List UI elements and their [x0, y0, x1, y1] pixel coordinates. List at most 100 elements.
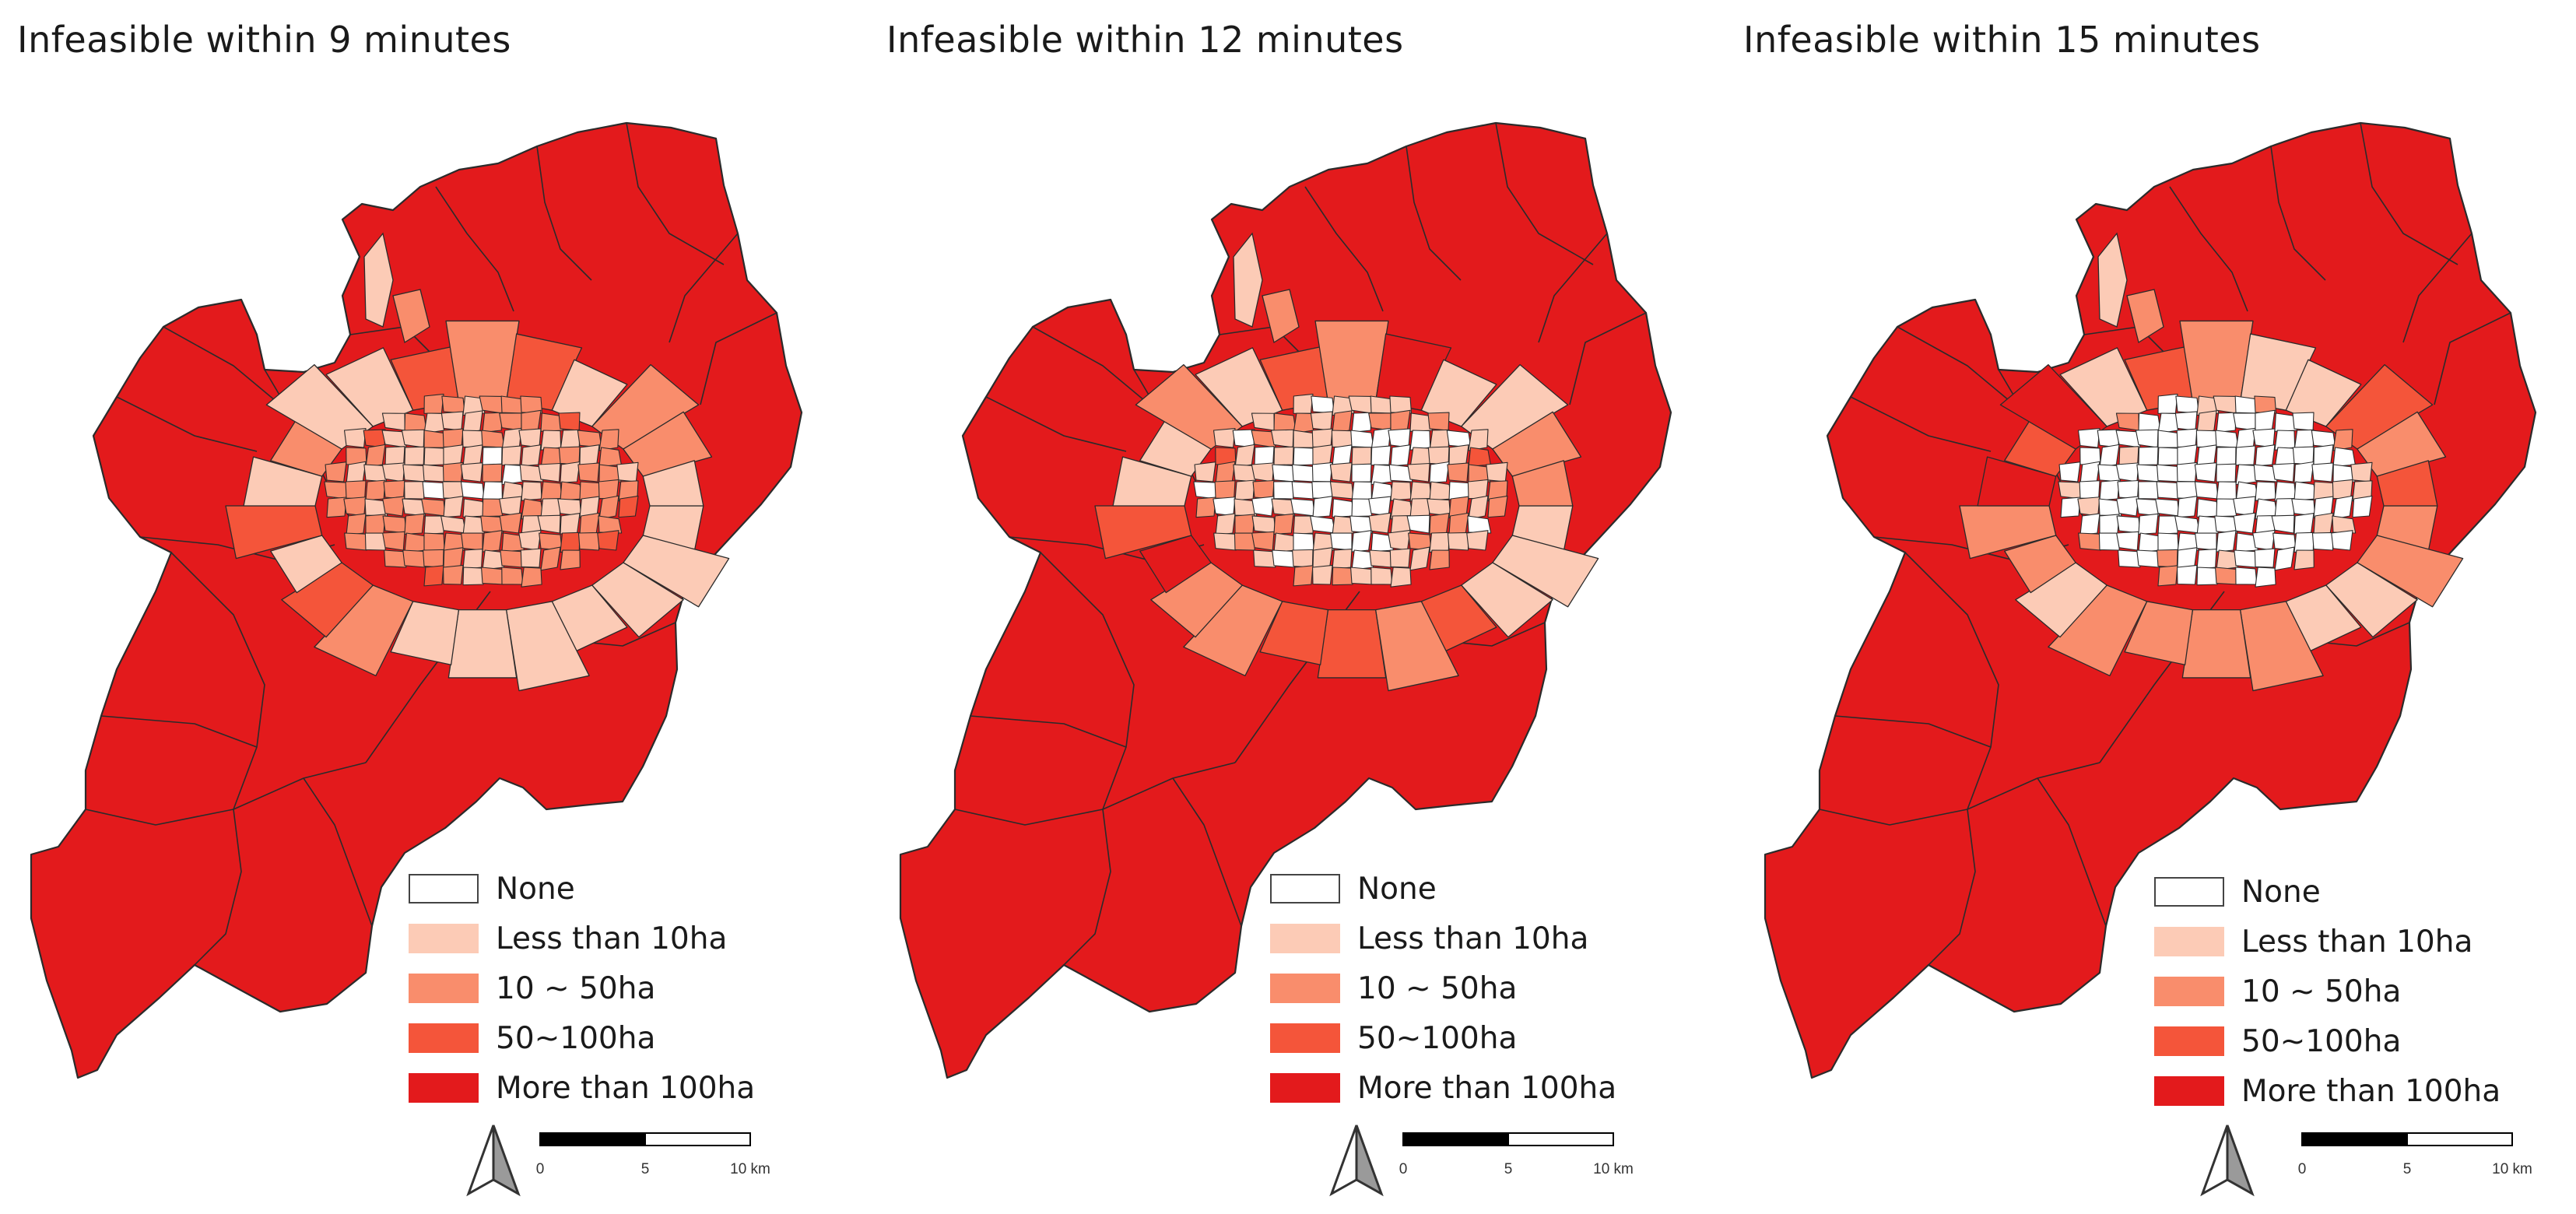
district-none — [2079, 480, 2100, 500]
scale-bar: 0 5 10 km — [1399, 1132, 1634, 1177]
district-ten_to_50 — [345, 480, 367, 500]
district-boundary — [116, 396, 258, 452]
district-none — [1293, 447, 1314, 466]
district-less_than_10 — [1466, 530, 1489, 551]
district-none — [2272, 462, 2295, 482]
district-fifty_to_100 — [1317, 609, 1387, 679]
district-ten_to_50 — [346, 513, 367, 536]
district-none — [2156, 481, 2180, 500]
district-less_than_10 — [521, 481, 542, 501]
district-ten_to_50 — [382, 496, 405, 517]
district-ten_to_50 — [1332, 567, 1353, 586]
district-none — [2177, 564, 2198, 585]
district-less_than_10 — [381, 462, 405, 482]
district-ten_to_50 — [521, 409, 542, 431]
region-outline — [899, 121, 1672, 1079]
north-arrow-icon — [2200, 1125, 2255, 1197]
district-ten_to_50 — [598, 479, 619, 500]
district-none — [1272, 549, 1296, 568]
legend-label: 10 ~ 50ha — [496, 970, 656, 1006]
district-none — [2157, 447, 2179, 466]
district-ten_to_50 — [482, 498, 503, 518]
district-none — [2077, 428, 2100, 448]
district-less_than_10 — [364, 532, 386, 551]
map-panel-12min: Infeasible within 12 minutes None Less t… — [869, 0, 1728, 1214]
district-less_than_10 — [440, 515, 467, 534]
district-less_than_10 — [381, 412, 405, 431]
district-none — [482, 481, 503, 502]
district-none — [460, 481, 485, 500]
district-none — [2293, 481, 2318, 501]
district-boundary — [194, 809, 242, 966]
district-ten_to_50 — [1234, 514, 1255, 534]
district-ten_to_50 — [441, 395, 465, 414]
district-ten_to_50 — [482, 463, 503, 482]
district-ten_to_50 — [2215, 567, 2239, 585]
district-less_than_10 — [2332, 479, 2353, 500]
district-less_than_10 — [1251, 412, 1275, 431]
district-less_than_10 — [1492, 535, 1599, 608]
district-ten_to_50 — [1195, 496, 1216, 518]
legend-swatch — [1270, 1073, 1340, 1103]
district-less_than_10 — [518, 428, 542, 448]
district-ten_to_50 — [382, 515, 407, 534]
district-boundary — [1172, 777, 1242, 927]
district-none — [1312, 496, 1333, 518]
district-none — [2058, 461, 2081, 482]
district-none — [1406, 514, 1430, 534]
district-ten_to_50 — [1252, 479, 1275, 500]
legend-label: None — [2241, 874, 2321, 910]
district-less_than_10 — [501, 445, 522, 466]
district-less_than_10 — [1293, 393, 1314, 414]
district-ten_to_50 — [1183, 584, 1283, 676]
district-boundary — [2360, 122, 2458, 265]
district-none — [1293, 532, 1314, 551]
district-less_than_10 — [404, 446, 425, 466]
map-legend: None Less than 10ha 10 ~ 50ha 50~100ha M… — [2154, 867, 2501, 1116]
district-boundary — [435, 186, 514, 312]
district-none — [1390, 444, 1411, 467]
legend-swatch — [2154, 1026, 2224, 1056]
legend-label: 10 ~ 50ha — [1357, 970, 1518, 1006]
district-none — [2156, 464, 2180, 482]
district-ten_to_50 — [423, 393, 444, 414]
district-none — [2099, 514, 2120, 534]
district-ten_to_50 — [2357, 535, 2464, 608]
legend-label: More than 100ha — [1357, 1070, 1617, 1106]
district-none — [1388, 428, 1411, 448]
district-none — [2098, 532, 2120, 551]
choropleth-map — [30, 121, 803, 1079]
legend-label: 50~100ha — [496, 1020, 656, 1056]
district-less_than_10 — [520, 548, 542, 568]
district-less_than_10 — [2118, 446, 2139, 466]
district-less_than_10 — [2015, 562, 2107, 638]
district-ten_to_50 — [560, 481, 584, 501]
legend-item-less-than-10ha: Less than 10ha — [1270, 914, 1616, 963]
district-none — [1273, 481, 1294, 500]
district-less_than_10 — [2350, 461, 2373, 482]
district-ten_to_50 — [482, 412, 503, 433]
district-boundary — [536, 146, 592, 281]
district-less_than_10 — [1407, 462, 1430, 482]
map-legend: None Less than 10ha 10 ~ 50ha 50~100ha M… — [1270, 864, 1616, 1113]
district-ten_to_50 — [501, 567, 524, 585]
legend-label: 10 ~ 50ha — [2241, 974, 2402, 1009]
district-none — [2255, 481, 2276, 501]
district-less_than_10 — [1389, 548, 1411, 568]
district-none — [2234, 549, 2258, 568]
district-less_than_10 — [442, 481, 464, 500]
district-ten_to_50 — [2332, 429, 2353, 451]
district-none — [2216, 530, 2237, 553]
district-ten_to_50 — [461, 532, 483, 551]
district-less_than_10 — [2313, 512, 2334, 535]
district-less_than_10 — [1409, 546, 1430, 571]
district-none — [2175, 395, 2199, 414]
district-less_than_10 — [402, 464, 426, 482]
district-none — [2271, 514, 2295, 534]
district-less_than_10 — [591, 562, 684, 638]
district-none — [2331, 530, 2353, 551]
legend-swatch — [409, 974, 479, 1003]
district-boundary — [2270, 146, 2326, 281]
district-less_than_10 — [1332, 549, 1353, 570]
legend-item-more-than-100ha: More than 100ha — [409, 1063, 755, 1113]
